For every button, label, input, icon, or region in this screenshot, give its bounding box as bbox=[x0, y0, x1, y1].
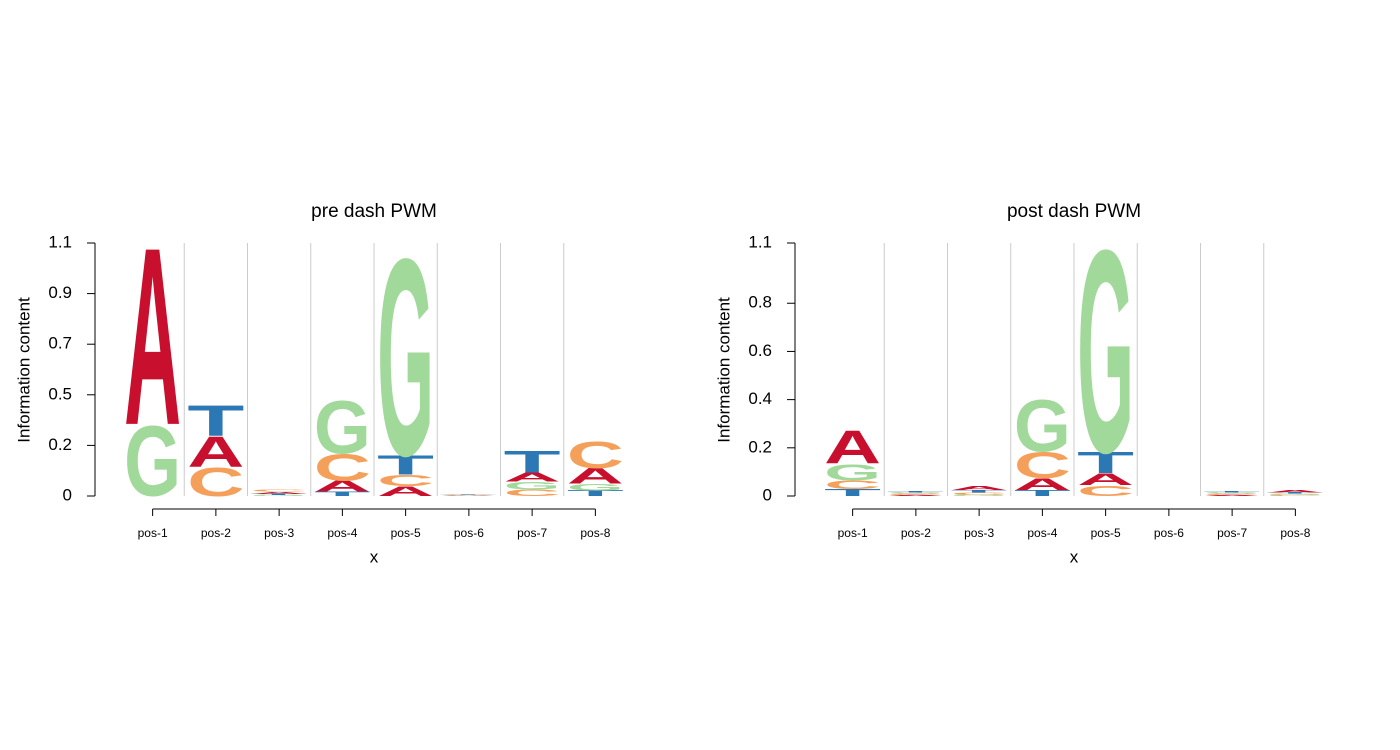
y-tick-label: 0.7 bbox=[48, 334, 72, 353]
logo-letter: T bbox=[251, 494, 311, 496]
logo-letter: T bbox=[887, 491, 944, 493]
logo-letter: A bbox=[951, 486, 1014, 492]
logo-letter: T bbox=[1077, 447, 1135, 480]
logo-letter: T bbox=[1267, 493, 1324, 495]
x-tick-label: pos-8 bbox=[580, 526, 610, 540]
logo-letter: T bbox=[567, 489, 627, 498]
logo-letter: C bbox=[887, 494, 980, 496]
logo-letter: G bbox=[504, 480, 561, 492]
y-tick-label: 0 bbox=[63, 485, 72, 504]
logo-letter: G bbox=[1267, 494, 1354, 496]
logo-letter: C bbox=[1077, 483, 1134, 500]
y-tick-label: 0.5 bbox=[48, 384, 72, 403]
logo-letter: G bbox=[824, 459, 881, 485]
x-tick-label: pos-5 bbox=[391, 526, 421, 540]
logo-letter: G bbox=[887, 493, 974, 495]
logo-letter: T bbox=[951, 489, 1034, 493]
logo-letter: A bbox=[504, 470, 561, 484]
x-tick-label: pos-1 bbox=[138, 526, 168, 540]
logo-letter: A bbox=[887, 494, 980, 497]
logo-letter: A bbox=[314, 479, 371, 496]
x-tick-label: pos-7 bbox=[517, 526, 547, 540]
y-tick-label: 0.8 bbox=[748, 293, 772, 312]
y-tick-label: 0 bbox=[763, 485, 772, 504]
x-tick-label: pos-3 bbox=[964, 526, 994, 540]
x-tick-label: pos-4 bbox=[1027, 526, 1057, 540]
logo-letter: T bbox=[1204, 491, 1261, 493]
logo-letter: G bbox=[377, 200, 434, 515]
x-tick-label: pos-4 bbox=[327, 526, 357, 540]
y-tick-label: 0.4 bbox=[748, 389, 772, 408]
logo-letter: T bbox=[187, 396, 244, 445]
logo-letter: G bbox=[951, 495, 1038, 497]
y-tick-label: 0.6 bbox=[748, 341, 772, 360]
logo-letter: A bbox=[1204, 494, 1297, 497]
logo-letter: T bbox=[824, 488, 889, 499]
logo-letter: C bbox=[1267, 495, 1360, 497]
y-tick-label: 1.1 bbox=[748, 232, 772, 251]
logo-letter: G bbox=[1014, 384, 1071, 467]
logo-letter: T bbox=[377, 450, 434, 481]
logo-letter: G bbox=[1204, 493, 1291, 495]
logo-letter: C bbox=[824, 479, 884, 492]
chart-title: post dash PWM bbox=[1007, 201, 1141, 222]
x-tick-label: pos-8 bbox=[1280, 526, 1310, 540]
logo-letter: A bbox=[824, 420, 881, 473]
y-axis-label: Information content bbox=[714, 297, 733, 443]
x-tick-label: pos-1 bbox=[838, 526, 868, 540]
logo-letter: C bbox=[377, 473, 434, 490]
logo-letter: G bbox=[314, 385, 371, 469]
logo-letter: A bbox=[567, 464, 625, 489]
x-axis-label: x bbox=[1070, 547, 1079, 566]
logo-letter: T bbox=[1014, 488, 1080, 498]
logo-letter: C bbox=[504, 488, 563, 498]
y-tick-label: 1.1 bbox=[48, 232, 72, 251]
x-tick-label: pos-3 bbox=[264, 526, 294, 540]
logo-letter: A bbox=[251, 491, 327, 495]
logo-letter: A bbox=[124, 195, 181, 478]
x-tick-label: pos-5 bbox=[1091, 526, 1121, 540]
y-tick-label: 0.2 bbox=[48, 435, 72, 454]
logo-letter: C bbox=[567, 434, 624, 476]
logo-letter: G bbox=[1077, 190, 1134, 513]
x-tick-label: pos-7 bbox=[1217, 526, 1247, 540]
x-tick-label: pos-6 bbox=[1154, 526, 1184, 540]
logo-letter: A bbox=[1014, 475, 1071, 494]
logo-letter: C bbox=[951, 492, 1021, 496]
x-tick-label: pos-2 bbox=[901, 526, 931, 540]
logo-letter: C bbox=[1204, 494, 1297, 496]
y-axis-label: Information content bbox=[14, 297, 33, 443]
logo-letter: C bbox=[314, 446, 371, 488]
x-tick-label: pos-2 bbox=[201, 526, 231, 540]
y-tick-label: 0.9 bbox=[48, 283, 72, 302]
logo-letter: G bbox=[567, 482, 624, 492]
logo-letter: C bbox=[187, 459, 244, 505]
x-axis-label: x bbox=[370, 547, 379, 566]
logo-letter: G bbox=[124, 406, 181, 518]
logo-letter: A bbox=[187, 428, 244, 477]
y-tick-label: 0.2 bbox=[748, 437, 772, 456]
logo-letter: A bbox=[1077, 470, 1134, 489]
logo-letter: A bbox=[377, 483, 434, 499]
logo-letter: C bbox=[251, 489, 327, 493]
logo-letter: T bbox=[504, 444, 561, 479]
logo-letter: G bbox=[251, 495, 344, 497]
x-tick-label: pos-6 bbox=[454, 526, 484, 540]
logo-letter: A bbox=[1267, 489, 1337, 493]
logo-letter: T bbox=[314, 491, 373, 498]
chart-title: pre dash PWM bbox=[311, 201, 437, 222]
logo-letter: C bbox=[1014, 444, 1071, 486]
